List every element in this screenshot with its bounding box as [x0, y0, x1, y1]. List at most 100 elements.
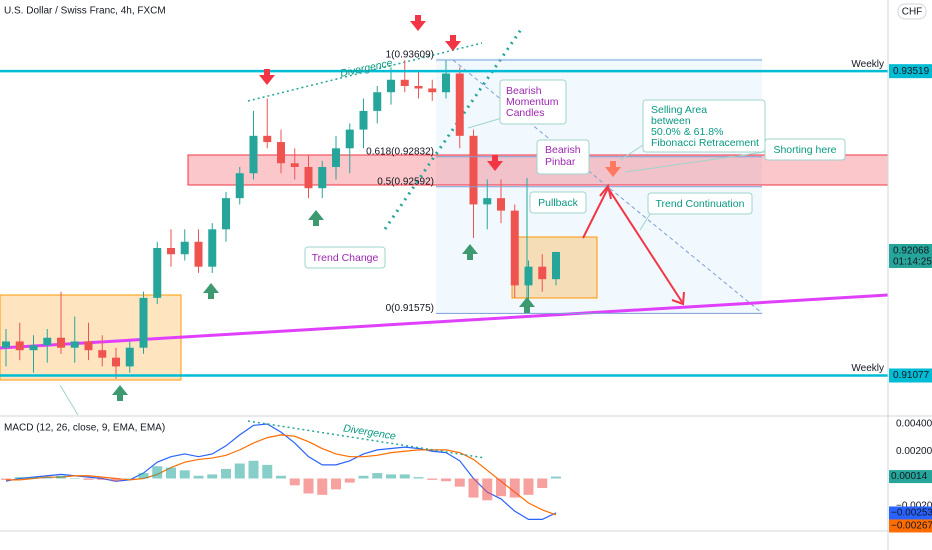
histogram-bar: [509, 478, 520, 498]
candle-body: [15, 341, 24, 351]
histogram-bar: [97, 478, 108, 480]
note-box: [529, 191, 587, 214]
note-line: Bearish: [545, 144, 581, 156]
level-label-box: [889, 64, 932, 79]
last-price-box: [889, 243, 932, 268]
candle-body: [510, 210, 519, 286]
histogram-bar: [441, 478, 451, 482]
histogram-bar: [83, 478, 94, 480]
histogram-bar: [166, 467, 176, 479]
candle-body: [263, 135, 272, 143]
histogram-bar: [276, 475, 286, 479]
candle-body: [332, 148, 340, 167]
level-label: 0.91077: [893, 370, 930, 381]
note-line: Momentum: [506, 96, 559, 108]
candle-body: [153, 248, 162, 298]
connector: [467, 117, 503, 129]
drawings-over: Divergence Bearish Momentum Candles Trend …: [112, 15, 846, 459]
candle-body: [222, 198, 230, 230]
note-line: Candles: [506, 107, 545, 119]
histogram-bar: [138, 473, 149, 479]
histogram-bar: [193, 475, 204, 479]
candle-body: [235, 173, 244, 199]
candle-body: [455, 73, 464, 136]
candle-body: [524, 266, 533, 286]
histogram-bar: [248, 460, 259, 479]
histogram-bar: [454, 478, 465, 487]
candle-body: [194, 241, 203, 267]
chart-title: U.S. Dollar / Swiss Franc, 4h, FXCM: [4, 6, 166, 17]
candle-body: [387, 79, 395, 93]
candle-body: [2, 341, 10, 348]
fib-label: 0(0.91575): [386, 303, 434, 314]
y-tick-label: 0.00200: [896, 446, 932, 457]
histogram-bar: [496, 478, 506, 497]
candle-body: [414, 85, 423, 89]
candle-body: [249, 135, 258, 174]
histogram-bar: [358, 475, 369, 479]
note-box: [536, 139, 590, 175]
indicator-title: MACD (12, 26, close, 9, EMA, EMA): [4, 423, 165, 434]
candle-body: [552, 251, 560, 280]
candle-body: [290, 163, 299, 167]
y-tick-label: 0.00400: [896, 419, 932, 430]
last-value-label: 0.00014: [891, 471, 928, 482]
histogram-bar: [179, 470, 190, 479]
last-value-box: [889, 470, 932, 484]
candle-body: [98, 350, 107, 358]
histogram-bar: [386, 474, 396, 479]
candle-body: [304, 166, 313, 189]
note-line: 50.0% & 61.8%: [651, 126, 723, 138]
histogram-bar: [372, 473, 383, 479]
histogram-bar: [317, 478, 328, 495]
macd-line: [6, 434, 557, 516]
last-value-label: −0.00253: [891, 508, 932, 519]
histogram-bar: [344, 478, 355, 483]
histogram-bar: [399, 474, 410, 479]
last-value-box: [889, 519, 932, 533]
candle-body: [469, 135, 478, 205]
histogram-bar: [124, 478, 135, 479]
note-box: [642, 99, 766, 153]
marks: Weekly Weekly 1(0.93609) 0.618(0.92832) 0.5(…: [0, 50, 888, 520]
connector: [59, 384, 79, 416]
pinbar-note: Bearish Pinbar: [545, 144, 581, 168]
histogram-bar: [28, 477, 39, 479]
histogram-bar: [303, 478, 314, 494]
candle-body: [29, 345, 38, 351]
candle-body: [84, 341, 93, 351]
fib-label: 0.618(0.92832): [366, 146, 434, 157]
continuation-note: Trend Continuation: [656, 198, 745, 210]
histogram-bar: [262, 464, 273, 479]
note-box: [304, 246, 386, 269]
histogram-bar: [537, 478, 548, 489]
histogram-bar: [1, 478, 11, 480]
candle-body: [359, 110, 368, 130]
histogram-bar: [413, 477, 424, 479]
shorting-note: Shorting here: [773, 144, 836, 156]
connector: [619, 144, 644, 161]
candle-body: [167, 248, 175, 255]
fib-label: 0.5(0.92592): [377, 176, 434, 187]
note-line: between: [651, 115, 691, 127]
histogram-bar: [56, 475, 66, 479]
candle-body: [483, 198, 492, 205]
candle-body: [538, 266, 547, 280]
note-box: [764, 138, 846, 161]
last-value-box: [889, 506, 932, 520]
histogram-bar: [482, 478, 493, 501]
candle-body: [112, 357, 120, 367]
currency: CHF: [902, 7, 923, 18]
selling-area-note: Selling Area between 50.0% & 61.8% Fibonacc…: [651, 104, 759, 149]
histogram-bar: [331, 478, 341, 490]
last-value-label: −0.00267: [891, 521, 932, 532]
candle-body: [70, 341, 79, 348]
note-line: Fibonacci Retracement: [651, 137, 759, 149]
candle-body: [125, 347, 134, 367]
candle-body: [497, 198, 505, 211]
trend-line: [0, 293, 889, 350]
histogram-bar: [69, 478, 80, 479]
candle-body: [428, 88, 437, 93]
